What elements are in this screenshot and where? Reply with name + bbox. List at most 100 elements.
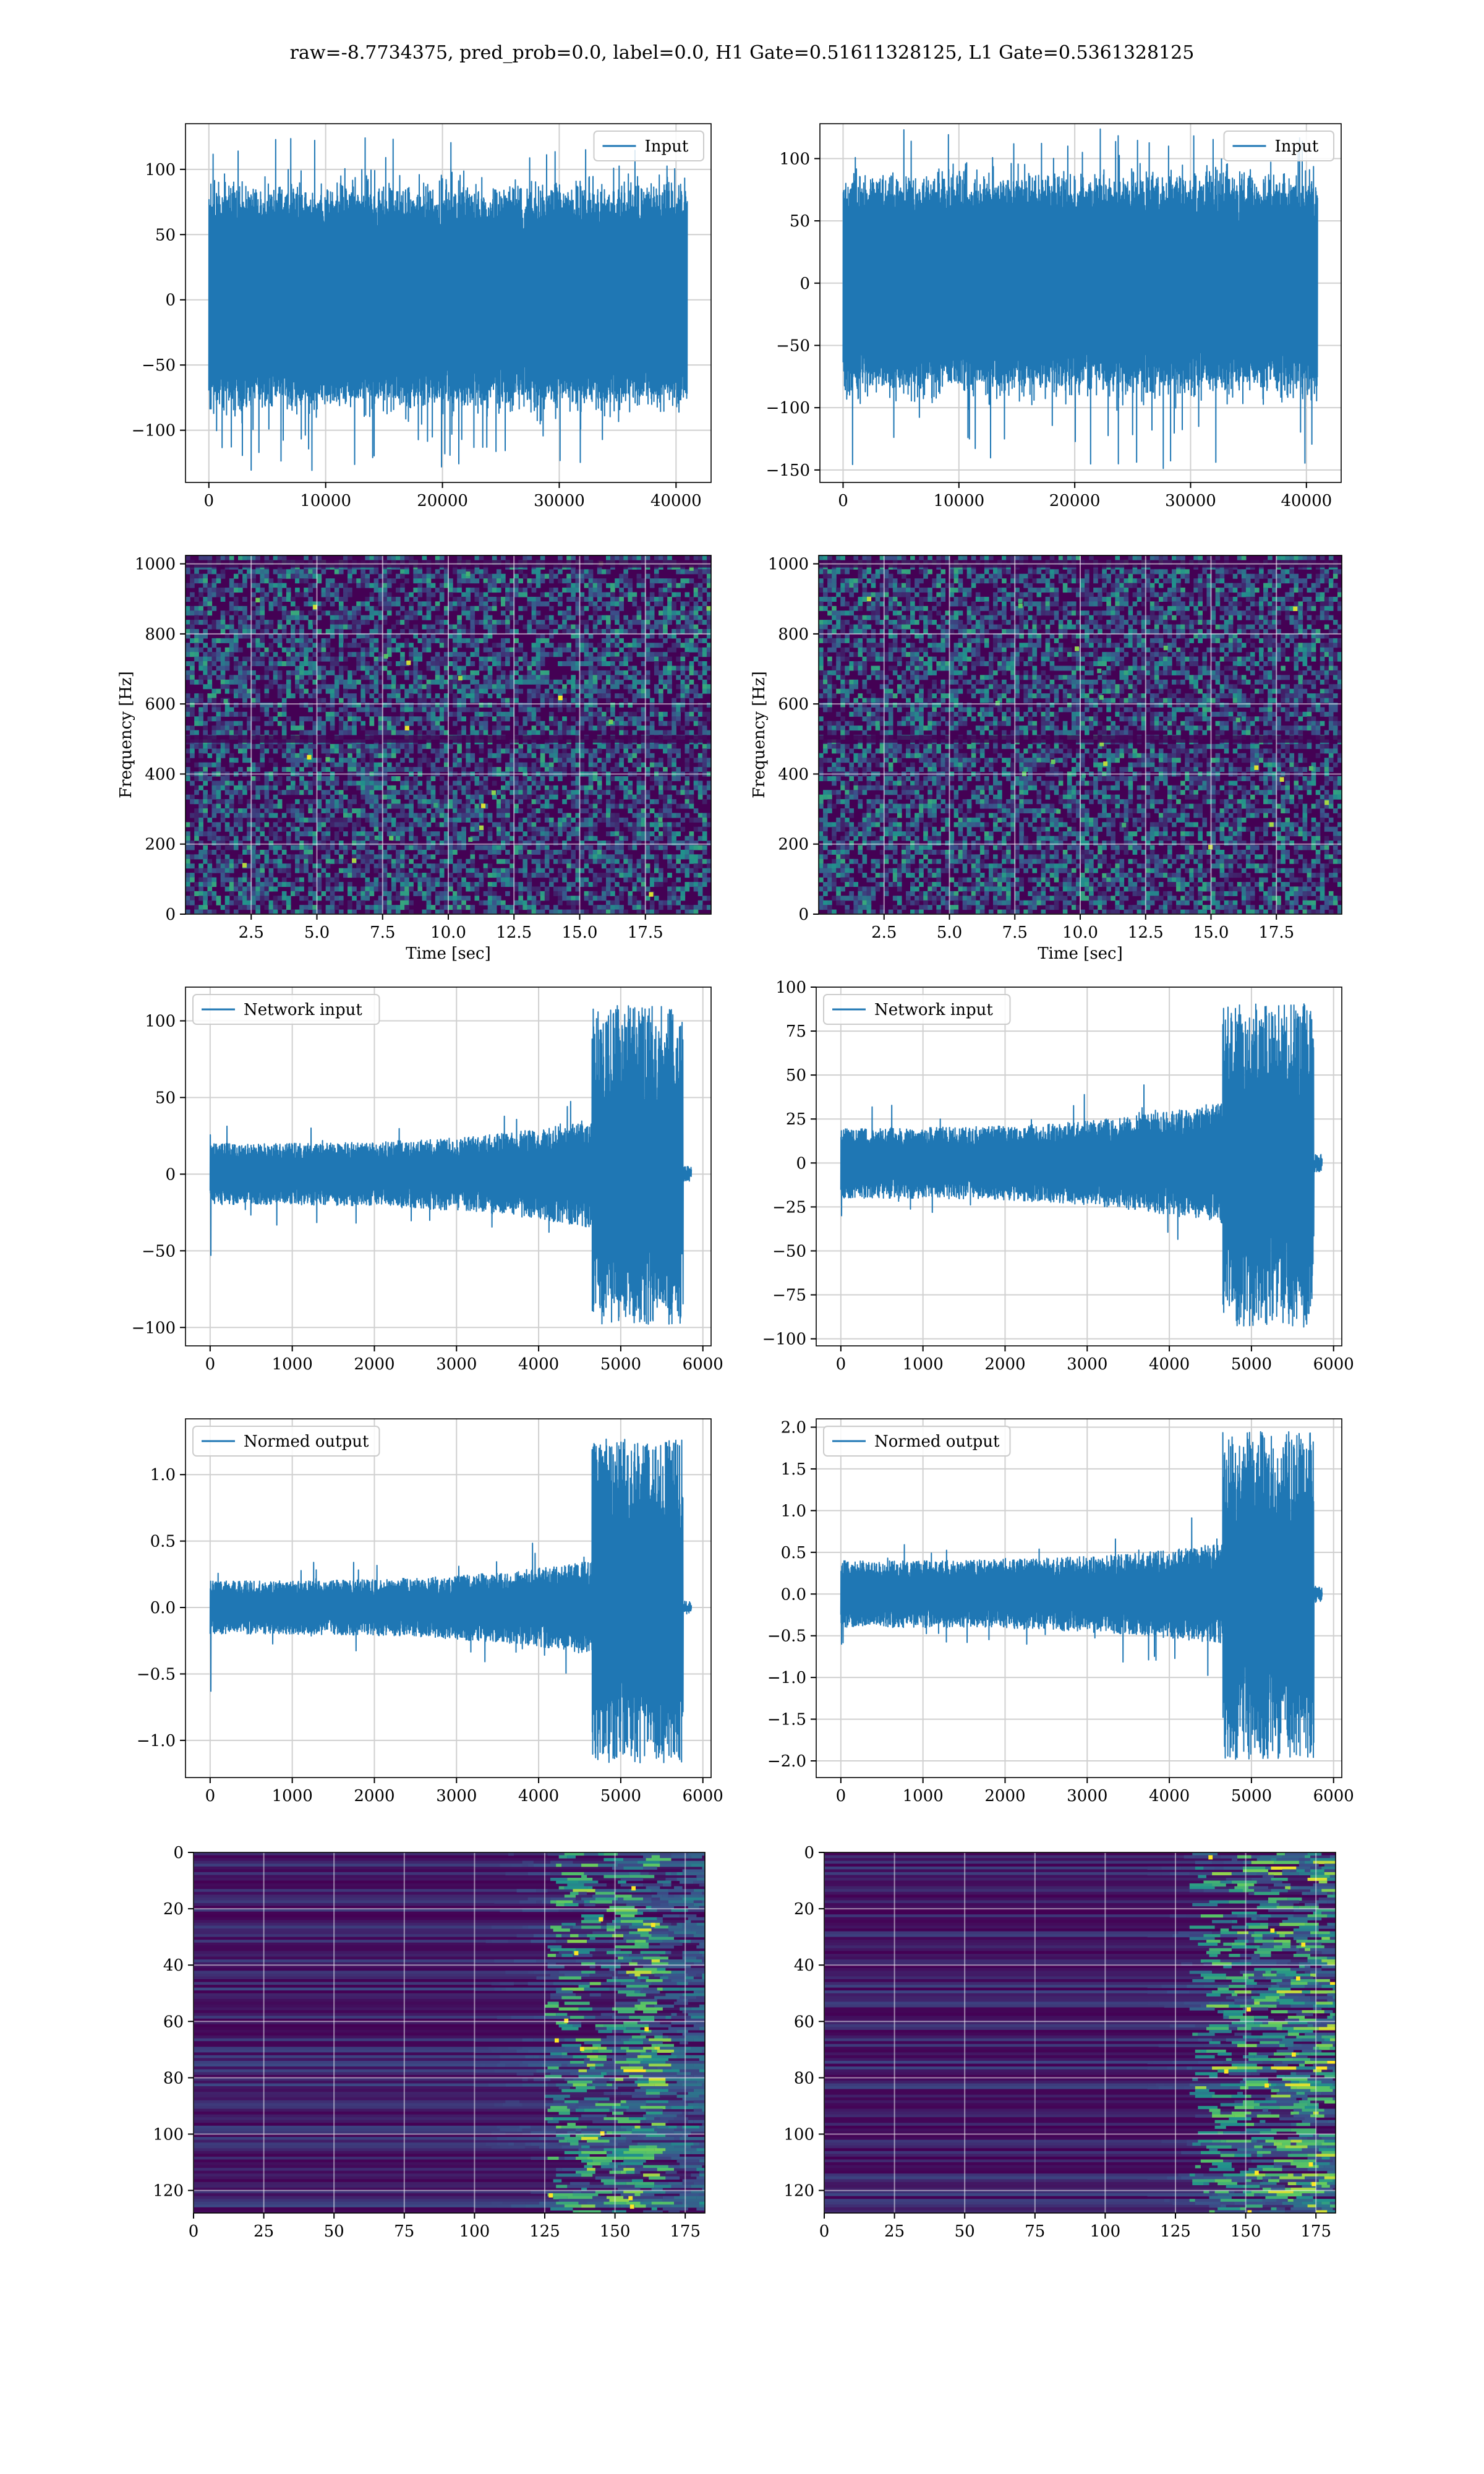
spectrogram-cell — [601, 592, 607, 597]
spectrogram-cell — [203, 877, 208, 883]
spectrogram-cell — [544, 601, 550, 607]
spectrogram-cell — [571, 716, 576, 722]
spectrogram-cell — [636, 799, 642, 805]
spectrogram-cell — [365, 670, 370, 675]
spectrogram-cell — [470, 624, 475, 630]
spectrogram-cell — [308, 845, 313, 850]
spectrogram-cell — [299, 896, 304, 901]
spectrogram-cell — [453, 661, 458, 667]
spectrogram-cell — [597, 578, 602, 584]
spectrogram-cell — [571, 592, 576, 597]
spectrogram-cell — [426, 578, 432, 584]
spectrogram-cell — [391, 707, 396, 713]
spectrogram-cell — [356, 841, 361, 846]
spectrogram-cell — [312, 808, 318, 814]
spectrogram-cell — [304, 569, 309, 575]
spectrogram-cell — [238, 881, 243, 887]
spectrogram-cell — [356, 633, 361, 639]
spectrogram-cell — [233, 730, 239, 735]
spectrogram-cell — [304, 688, 309, 694]
spectrogram-cell — [527, 555, 532, 561]
spectrogram-cell — [308, 891, 313, 896]
spectrogram-cell — [615, 638, 620, 643]
spectrogram-cell — [610, 583, 615, 588]
spectrogram-cell — [496, 716, 501, 722]
spectrogram-cell — [247, 670, 252, 675]
spectrogram-cell — [535, 873, 541, 878]
spectrogram-cell — [505, 698, 510, 703]
spectrogram-cell — [558, 647, 563, 653]
spectrogram-cell — [439, 896, 445, 901]
spectrogram-cell — [461, 601, 466, 607]
spectrogram-cell — [575, 596, 581, 602]
spectrogram-cell — [255, 785, 261, 790]
spectrogram-cell — [527, 822, 532, 828]
spectrogram-cell — [312, 817, 318, 823]
spectrogram-cell — [277, 881, 283, 887]
spectrogram-cell — [242, 711, 247, 717]
spectrogram-cell — [597, 670, 602, 675]
spectrogram-cell — [224, 858, 230, 864]
spectrogram-cell — [224, 790, 230, 795]
spectrogram-cell — [632, 716, 638, 722]
spectrogram-cell — [501, 845, 506, 850]
spectrogram-cell — [378, 679, 383, 685]
spectrogram-cell — [242, 748, 247, 754]
spectrogram-cell — [334, 610, 339, 616]
spectrogram-cell — [435, 868, 440, 873]
spectrogram-cell — [628, 643, 633, 648]
spectrogram-cell — [207, 891, 213, 896]
spectrogram-cell — [360, 707, 366, 713]
spectrogram-cell — [295, 831, 300, 837]
spectrogram-cell — [426, 873, 432, 878]
spectrogram-cell — [396, 863, 401, 869]
spectrogram-cell — [396, 670, 401, 675]
spectrogram-cell — [378, 896, 383, 901]
spectrogram-cell — [224, 588, 230, 593]
spectrogram-cell — [606, 698, 611, 703]
spectrogram-cell — [242, 905, 247, 910]
spectrogram-cell — [386, 909, 392, 914]
spectrogram-cell — [588, 698, 594, 703]
spectrogram-cell — [492, 643, 497, 648]
spectrogram-cell — [426, 743, 432, 749]
spectrogram-cell — [558, 762, 563, 768]
spectrogram-cell — [194, 905, 199, 910]
spectrogram-cell — [360, 794, 366, 800]
spectrogram-cell — [211, 743, 217, 749]
spectrogram-cell — [190, 841, 195, 846]
spectrogram-cell — [233, 628, 239, 635]
spectrogram-cell — [369, 790, 375, 795]
spectrogram-cell — [505, 767, 510, 773]
spectrogram-cell — [588, 785, 594, 790]
spectrogram-cell — [435, 863, 440, 869]
spectrogram-cell — [417, 886, 423, 892]
spectrogram-cell — [386, 730, 392, 735]
spectrogram-cell — [325, 854, 331, 860]
spectrogram-cell — [492, 753, 497, 758]
spectrogram-cell — [544, 896, 550, 901]
spectrogram-cell — [606, 633, 611, 639]
spectrogram-cell — [548, 633, 554, 639]
spectrogram-cell — [558, 753, 563, 758]
spectrogram-cell — [295, 813, 300, 818]
spectrogram-cell — [365, 781, 370, 786]
spectrogram-cell — [453, 606, 458, 611]
spectrogram-cell — [606, 647, 611, 653]
spectrogram-cell — [321, 808, 326, 814]
spectrogram-cell — [194, 633, 199, 639]
spectrogram-cell — [597, 854, 602, 860]
spectrogram-cell — [430, 638, 436, 643]
spectrogram-cell — [203, 652, 208, 657]
spectrogram-cell — [588, 803, 594, 809]
spectrogram-cell — [190, 583, 195, 588]
spectrogram-cell — [518, 900, 524, 905]
spectrogram-cell — [286, 808, 291, 814]
spectrogram-cell — [483, 620, 488, 625]
spectrogram-cell — [291, 881, 296, 887]
spectrogram-cell — [365, 583, 370, 588]
spectrogram-cell — [623, 569, 629, 575]
spectrogram-cell — [492, 845, 497, 850]
spectrogram-cell — [487, 881, 493, 887]
spectrogram-cell — [531, 841, 537, 846]
